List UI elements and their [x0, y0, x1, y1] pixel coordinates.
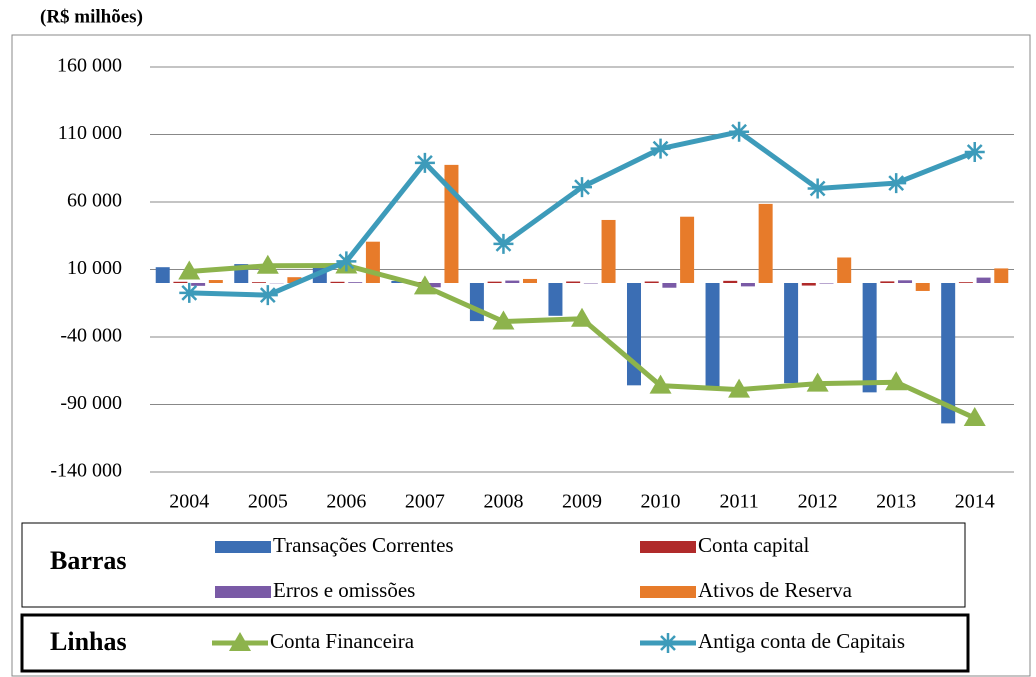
bar — [644, 281, 659, 283]
bar — [976, 277, 991, 283]
legend-label: Erros e omissões — [273, 578, 415, 602]
bar — [837, 257, 852, 283]
line — [189, 129, 976, 298]
legend-label: Conta capital — [698, 533, 810, 557]
legend-title: Linhas — [50, 627, 127, 656]
bar — [801, 283, 816, 286]
bar — [705, 283, 720, 387]
marker — [336, 251, 357, 272]
bar — [487, 281, 502, 283]
bar — [469, 283, 484, 322]
bar — [208, 280, 223, 283]
marker — [963, 407, 986, 426]
bar — [505, 280, 520, 283]
y-tick-label: -40 000 — [60, 325, 122, 347]
bar — [601, 219, 616, 283]
bar — [548, 283, 563, 316]
chart-frame — [11, 34, 1031, 677]
marker — [886, 173, 907, 194]
bar — [723, 280, 738, 283]
bar — [365, 241, 380, 283]
bar — [680, 216, 695, 283]
marker — [414, 152, 435, 173]
bar — [391, 280, 406, 283]
bar — [994, 268, 1009, 283]
y-tick-label: -90 000 — [60, 392, 122, 414]
legend-swatch — [215, 586, 271, 598]
marker — [650, 138, 671, 159]
line — [189, 262, 976, 421]
legend-swatch — [640, 541, 696, 553]
bar — [662, 283, 677, 288]
marker — [572, 177, 592, 198]
x-tick-label: 2007 — [405, 491, 445, 513]
marker — [492, 310, 515, 330]
marker — [571, 307, 593, 327]
legend-label: Ativos de Reserva — [698, 578, 853, 602]
y-tick-label: 110 000 — [58, 122, 122, 144]
bar — [348, 282, 363, 283]
marker — [658, 633, 678, 653]
chart-title: (R$ milhões) — [40, 6, 143, 27]
marker — [649, 374, 672, 394]
marker — [178, 260, 201, 280]
legend-title: Barras — [50, 546, 127, 575]
bar — [251, 282, 266, 283]
bar — [287, 277, 302, 283]
legend-swatch — [215, 541, 271, 553]
x-tick-label: 2012 — [798, 491, 838, 513]
y-tick-label: 160 000 — [57, 55, 122, 77]
legend-label: Conta Financeira — [270, 629, 415, 653]
bar — [523, 278, 538, 283]
bar — [758, 203, 773, 283]
x-tick-label: 2009 — [562, 491, 602, 513]
x-tick-label: 2004 — [169, 491, 209, 513]
marker — [885, 371, 908, 391]
marker — [964, 142, 985, 163]
bar — [566, 281, 581, 283]
bar — [784, 283, 799, 384]
marker — [257, 285, 278, 306]
bar — [819, 283, 834, 284]
y-tick-label: 10 000 — [67, 257, 122, 279]
x-tick-label: 2013 — [876, 491, 916, 513]
legend-label: Antiga conta de Capitais — [698, 629, 905, 653]
y-tick-label: -140 000 — [50, 460, 122, 482]
bar — [426, 283, 441, 288]
legend-box — [21, 522, 966, 608]
x-tick-label: 2014 — [955, 491, 995, 513]
x-tick-label: 2011 — [719, 491, 758, 513]
y-tick-label: 60 000 — [67, 190, 122, 212]
bar — [898, 280, 913, 283]
marker — [728, 378, 751, 398]
x-tick-label: 2006 — [326, 491, 366, 513]
bar — [880, 281, 895, 283]
marker — [229, 632, 251, 651]
bar — [862, 283, 877, 393]
bar — [941, 283, 956, 424]
marker — [806, 372, 829, 392]
marker — [413, 275, 436, 295]
bar — [915, 283, 930, 291]
legend-swatch — [640, 586, 696, 598]
legend-label: Transações Correntes — [273, 533, 454, 557]
legend-box — [20, 613, 970, 673]
x-tick-label: 2010 — [641, 491, 681, 513]
marker — [493, 233, 514, 254]
bar — [330, 281, 345, 283]
marker — [729, 121, 750, 142]
bar — [958, 282, 973, 283]
bar — [191, 283, 206, 286]
x-tick-label: 2008 — [483, 491, 523, 513]
bar — [740, 283, 755, 287]
marker — [179, 282, 200, 303]
bar — [155, 267, 170, 283]
bar — [173, 281, 188, 283]
marker — [256, 254, 279, 274]
marker — [807, 178, 828, 199]
x-tick-label: 2005 — [248, 491, 288, 513]
